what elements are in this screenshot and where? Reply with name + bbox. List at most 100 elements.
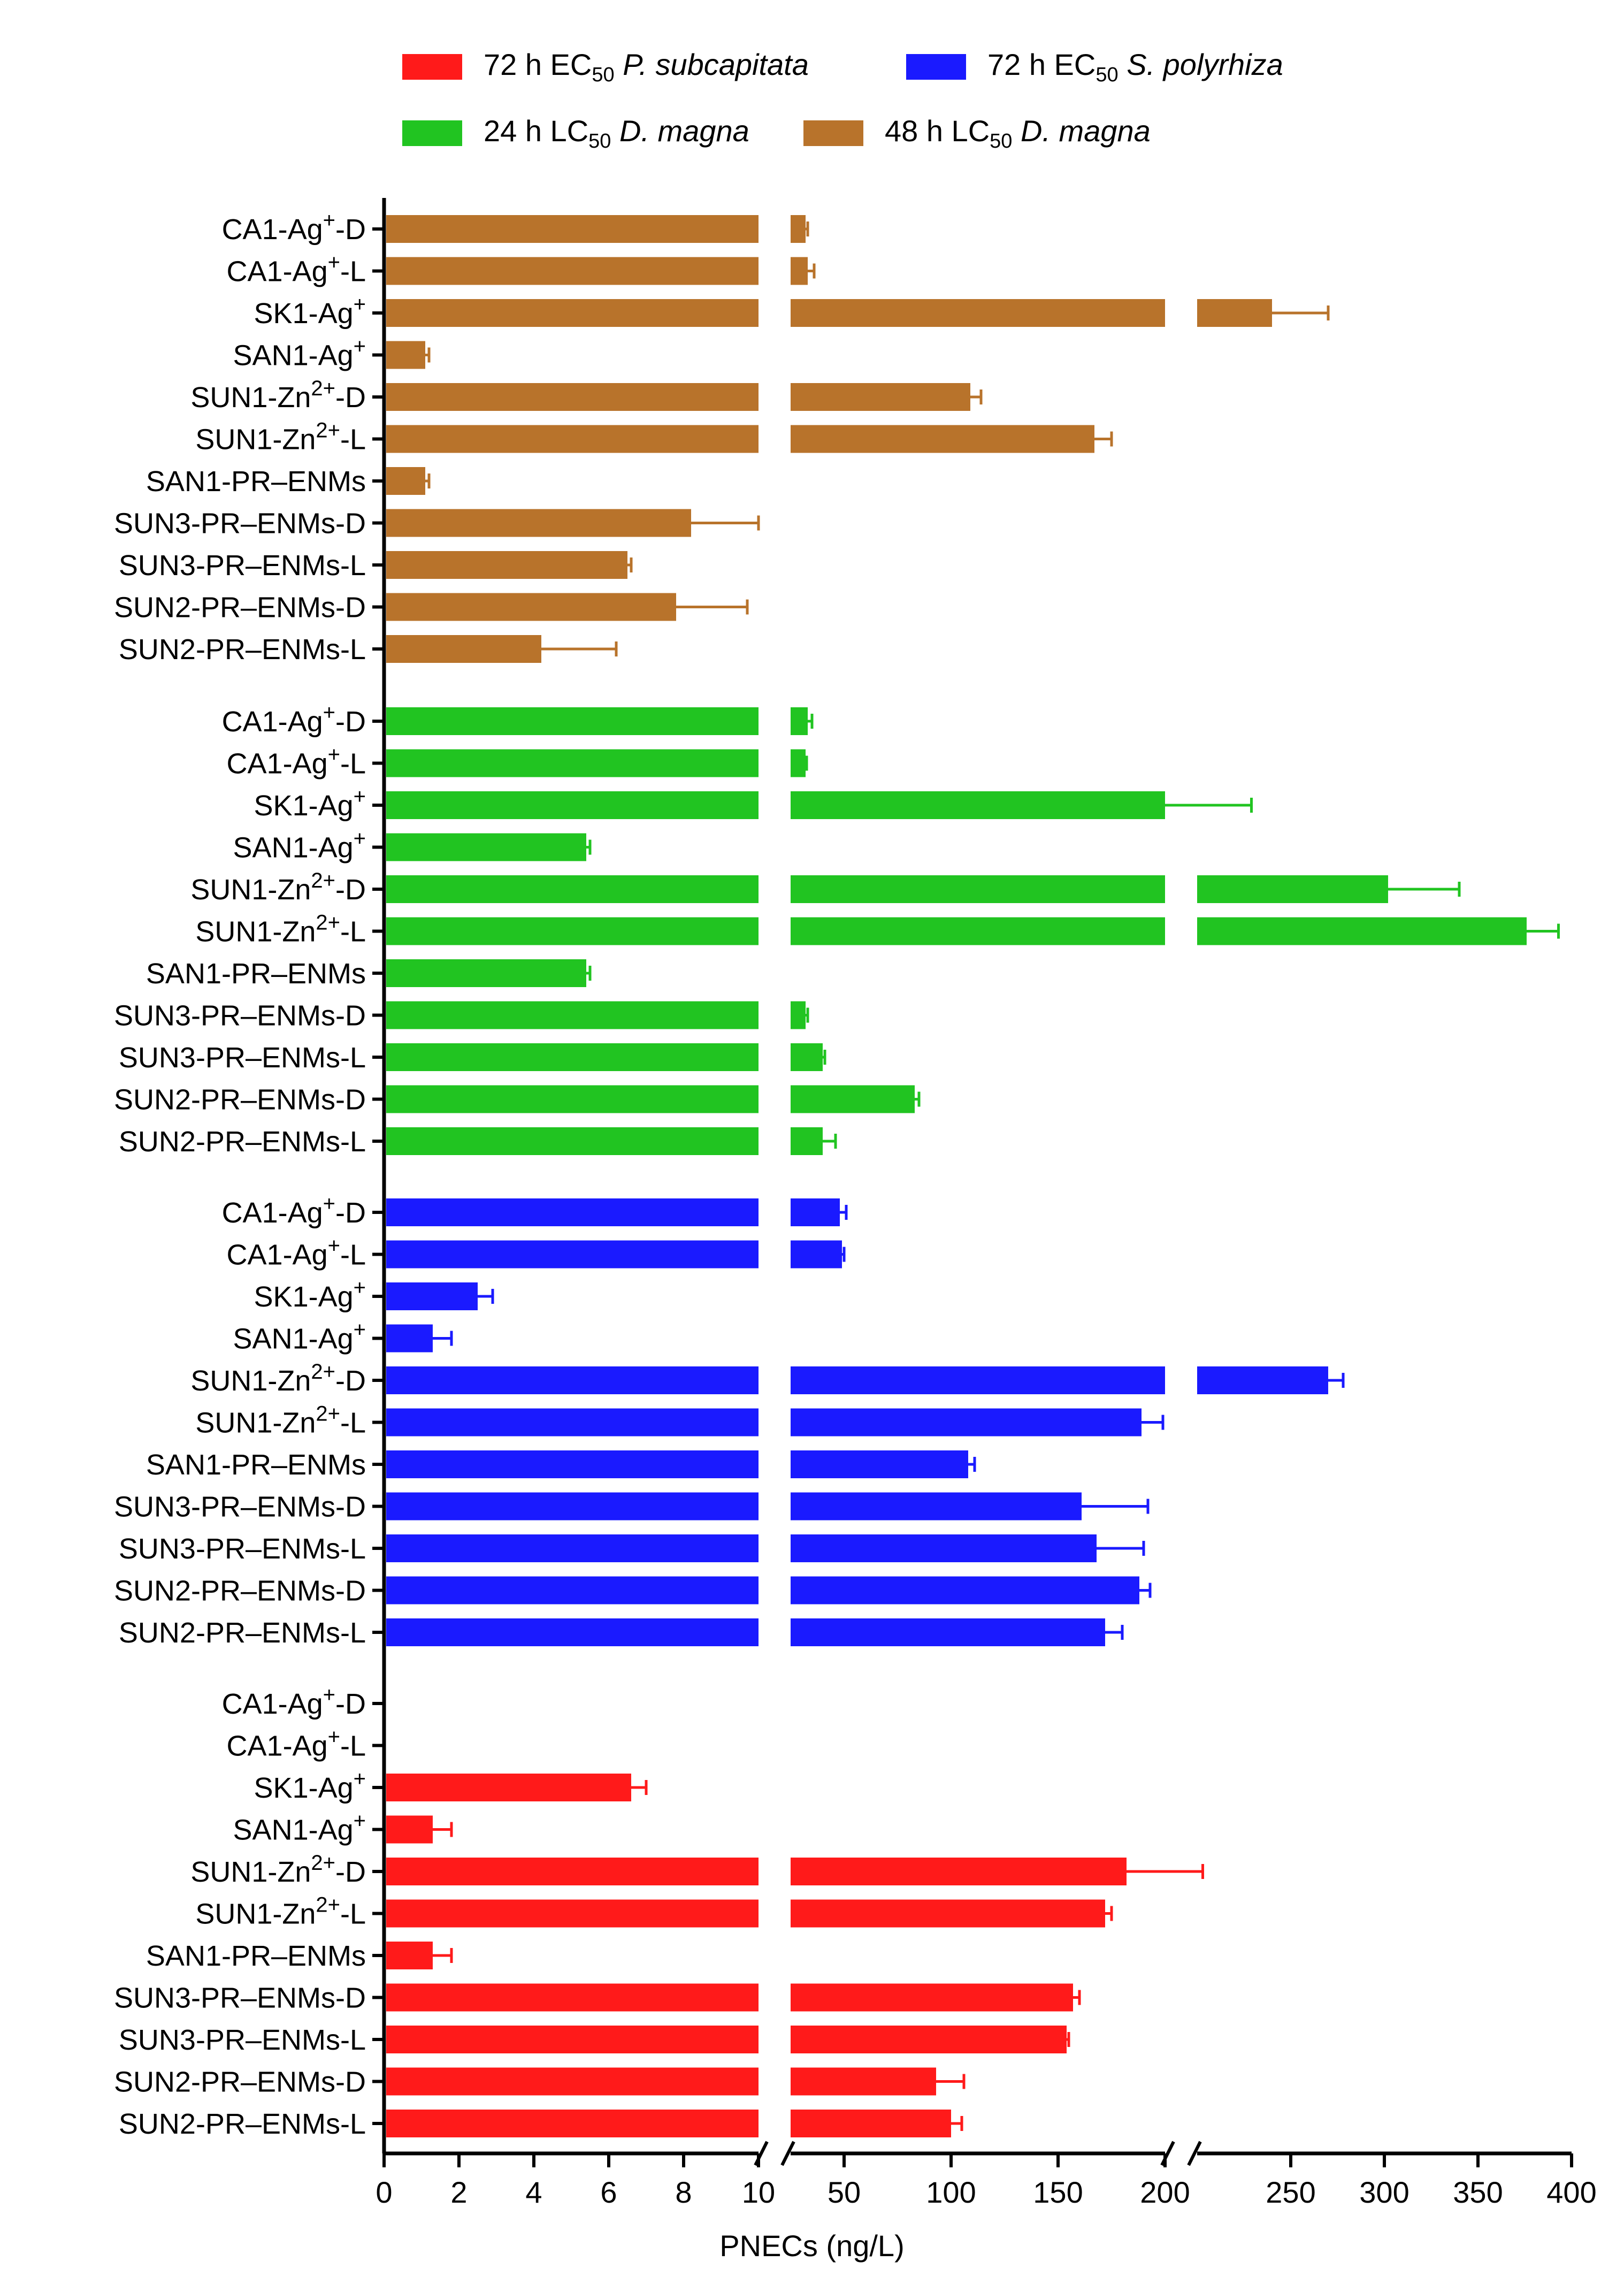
- legend-item-s-polyrhiza: 72 h EC50 S. polyrhiza: [906, 47, 1283, 87]
- bar-segment: [791, 425, 1094, 453]
- bar-segment: [386, 299, 759, 327]
- y-tick-label: SUN3-PR–ENMs-L: [119, 549, 366, 582]
- x-tick-label: 10: [742, 2175, 775, 2209]
- bar-segment: [386, 551, 627, 579]
- y-tick-label: SK1-Ag+: [254, 1767, 366, 1804]
- y-tick-label: SUN3-PR–ENMs-D: [114, 1000, 366, 1032]
- x-tick-label: 250: [1266, 2175, 1315, 2209]
- x-tick-label: 8: [675, 2175, 692, 2209]
- bar-segment: [791, 2110, 951, 2137]
- y-tick-label: SUN2-PR–ENMs-D: [114, 592, 366, 624]
- bar-segment: [386, 1282, 478, 1310]
- x-tick-label: 300: [1359, 2175, 1409, 2209]
- y-tick-label: SUN2-PR–ENMs-D: [114, 2066, 366, 2098]
- bar-segment: [791, 257, 808, 285]
- y-tick-label: SUN1-Zn2+-L: [195, 1893, 366, 1930]
- bar-segment: [791, 917, 1165, 945]
- bar-segment: [386, 383, 759, 411]
- bar-segment: [386, 1983, 759, 2012]
- bar-segment: [791, 1492, 1082, 1521]
- bar-segment: [386, 1085, 759, 1113]
- y-tick-label: SUN1-Zn2+-D: [190, 1851, 366, 1888]
- bar-segment: [1197, 299, 1272, 327]
- legend-swatch-green: [402, 120, 462, 147]
- x-tick-label: 50: [828, 2175, 861, 2209]
- y-tick-label: CA1-Ag+-L: [227, 1725, 366, 1762]
- y-tick-label: SUN3-PR–ENMs-L: [119, 2024, 366, 2056]
- legend-swatch-red: [402, 54, 462, 80]
- y-tick-label: CA1-Ag+-L: [227, 251, 366, 288]
- series-group: CA1-Ag+-D CA1-Ag+-L SK1-Ag+ SAN1-Ag+ SUN1-Zn…: [114, 701, 1560, 1158]
- bar-segment: [386, 833, 586, 861]
- bar-segment: [386, 509, 691, 537]
- bar-segment: [791, 1001, 806, 1029]
- y-tick-label: SUN1-Zn2+-D: [190, 869, 366, 906]
- y-tick-label: CA1-Ag+-L: [227, 743, 366, 780]
- legend-item-p-subcapitata: 72 h EC50 P. subcapitata: [402, 47, 809, 87]
- bar-segment: [791, 1198, 840, 1226]
- bar-segment: [386, 1001, 759, 1029]
- series-group: CA1-Ag+-D CA1-Ag+-L SK1-Ag+ SAN1-Ag+ SUN1-Zn…: [114, 1683, 1204, 2140]
- y-tick-label: SAN1-Ag+: [233, 1318, 366, 1355]
- x-tick-label: 0: [376, 2175, 392, 2209]
- bar-segment: [386, 749, 759, 777]
- bar-segment: [791, 875, 1165, 903]
- bar-segment: [386, 635, 541, 663]
- bar-segment: [791, 707, 808, 735]
- bar-segment: [791, 1127, 823, 1155]
- series-group: CA1-Ag+-D CA1-Ag+-L SK1-Ag+ SAN1-Ag+ SUN1-Zn…: [114, 1192, 1345, 1649]
- bar-segment: [386, 1408, 759, 1437]
- bar-segment: [386, 1618, 759, 1646]
- bar-segment: [386, 791, 759, 819]
- bar-segment: [791, 1983, 1073, 2012]
- y-tick-label: SAN1-Ag+: [233, 827, 366, 864]
- y-tick-label: CA1-Ag+-D: [222, 701, 366, 738]
- bar-segment: [791, 215, 806, 243]
- bar-segment: [386, 1198, 759, 1226]
- bar-segment: [386, 1774, 631, 1801]
- y-tick-label: SUN2-PR–ENMs-L: [119, 633, 366, 666]
- x-tick-label: 100: [926, 2175, 976, 2209]
- y-tick-label: SUN3-PR–ENMs-D: [114, 1491, 366, 1523]
- bar-segment: [386, 917, 759, 945]
- x-tick-label: 150: [1033, 2175, 1083, 2209]
- bar-segment: [386, 2110, 759, 2137]
- bar-segment: [791, 2026, 1067, 2053]
- y-tick-label: SUN3-PR–ENMs-D: [114, 508, 366, 540]
- y-tick-label: SAN1-PR–ENMs: [146, 1449, 366, 1481]
- y-tick-label: SUN1-Zn2+-D: [190, 1360, 366, 1397]
- axis-break-mark: [1187, 2141, 1202, 2166]
- y-tick-label: SUN1-Zn2+-L: [195, 911, 366, 948]
- x-axis-title: PNECs (ng/L): [719, 2229, 905, 2263]
- bar-segment: [386, 959, 586, 987]
- bar-segment: [791, 791, 1165, 819]
- y-tick-label: SAN1-PR–ENMs: [146, 465, 366, 498]
- x-tick-label: 2: [450, 2175, 467, 2209]
- legend: 72 h EC50 P. subcapitata 72 h EC50 S. po…: [0, 0, 1624, 161]
- y-tick-label: SUN1-Zn2+-D: [190, 377, 366, 414]
- bar-segment: [386, 1127, 759, 1155]
- bar-segment: [386, 215, 759, 243]
- y-tick-label: SAN1-Ag+: [233, 335, 366, 372]
- bar-segment: [791, 1043, 823, 1071]
- bar-segment: [791, 1576, 1139, 1605]
- bar-segment: [791, 1366, 1165, 1394]
- y-tick-label: SUN3-PR–ENMs-L: [119, 1042, 366, 1074]
- bar-segment: [1197, 875, 1388, 903]
- bar-segment: [791, 1085, 915, 1113]
- bar-segment: [386, 1942, 433, 1969]
- bar-segment: [386, 1492, 759, 1521]
- bar-segment: [386, 875, 759, 903]
- y-tick-label: SAN1-PR–ENMs: [146, 1940, 366, 1972]
- bar-segment: [386, 467, 425, 495]
- bar-segment: [791, 383, 970, 411]
- y-tick-label: CA1-Ag+-L: [227, 1234, 366, 1271]
- bar-segment: [386, 2067, 759, 2096]
- legend-swatch-brown: [803, 120, 863, 147]
- legend-item-d-magna-48h: 48 h LC50 D. magna: [803, 113, 1151, 153]
- bar-segment: [1197, 1366, 1328, 1394]
- bar-segment: [791, 1240, 842, 1269]
- bar-segment: [386, 2026, 759, 2053]
- bar-segment: [386, 707, 759, 735]
